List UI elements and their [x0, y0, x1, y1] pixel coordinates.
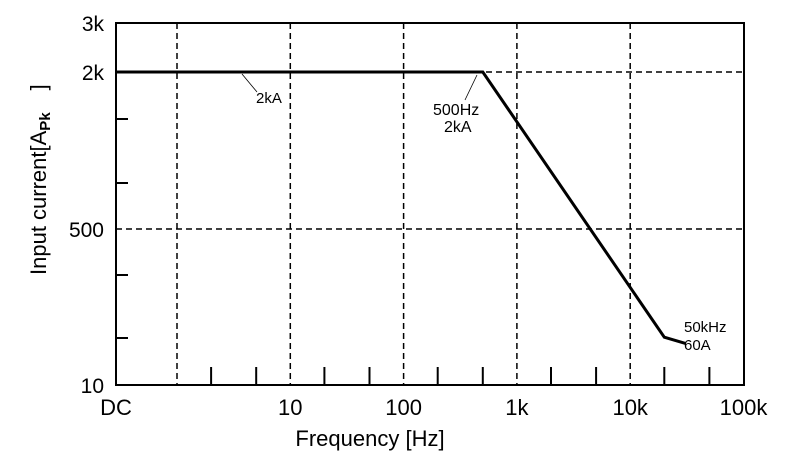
x-tick-label: DC	[100, 395, 132, 420]
ticks	[116, 119, 709, 385]
series-group	[116, 72, 686, 344]
y-tick-label: 3k	[82, 13, 105, 36]
series-line	[116, 72, 686, 344]
x-axis-label: Frequency [Hz]	[295, 426, 444, 451]
y-tick-label: 500	[69, 219, 104, 242]
y-tick-label: 10	[81, 375, 104, 398]
annotation-leader-500hz	[465, 75, 477, 100]
y-axis-label-main: Input current[A	[26, 130, 51, 275]
y-axis-label-end: ]	[26, 84, 51, 90]
annotation-60a: 60A	[684, 337, 711, 354]
annotation-500hz-2ka: 2kA	[444, 119, 472, 136]
annotation-50khz: 50kHz	[684, 319, 727, 336]
x-tick-label: 1k	[505, 395, 529, 420]
x-tick-label: 100	[385, 395, 422, 420]
x-tick-label: 10k	[612, 395, 648, 420]
y-axis-label-sub: Pk	[37, 112, 54, 131]
y-axis-label: Input current[APk]	[26, 84, 54, 275]
annotation-500hz: 500Hz	[433, 102, 479, 119]
x-tick-label: 10	[278, 395, 302, 420]
annotation-2ka: 2kA	[256, 90, 282, 107]
y-tick-label: 2k	[82, 62, 105, 85]
grid	[116, 23, 744, 385]
x-tick-label: 100k	[720, 395, 769, 420]
annotation-leader-2ka	[242, 74, 257, 92]
plot-frame	[116, 23, 744, 385]
